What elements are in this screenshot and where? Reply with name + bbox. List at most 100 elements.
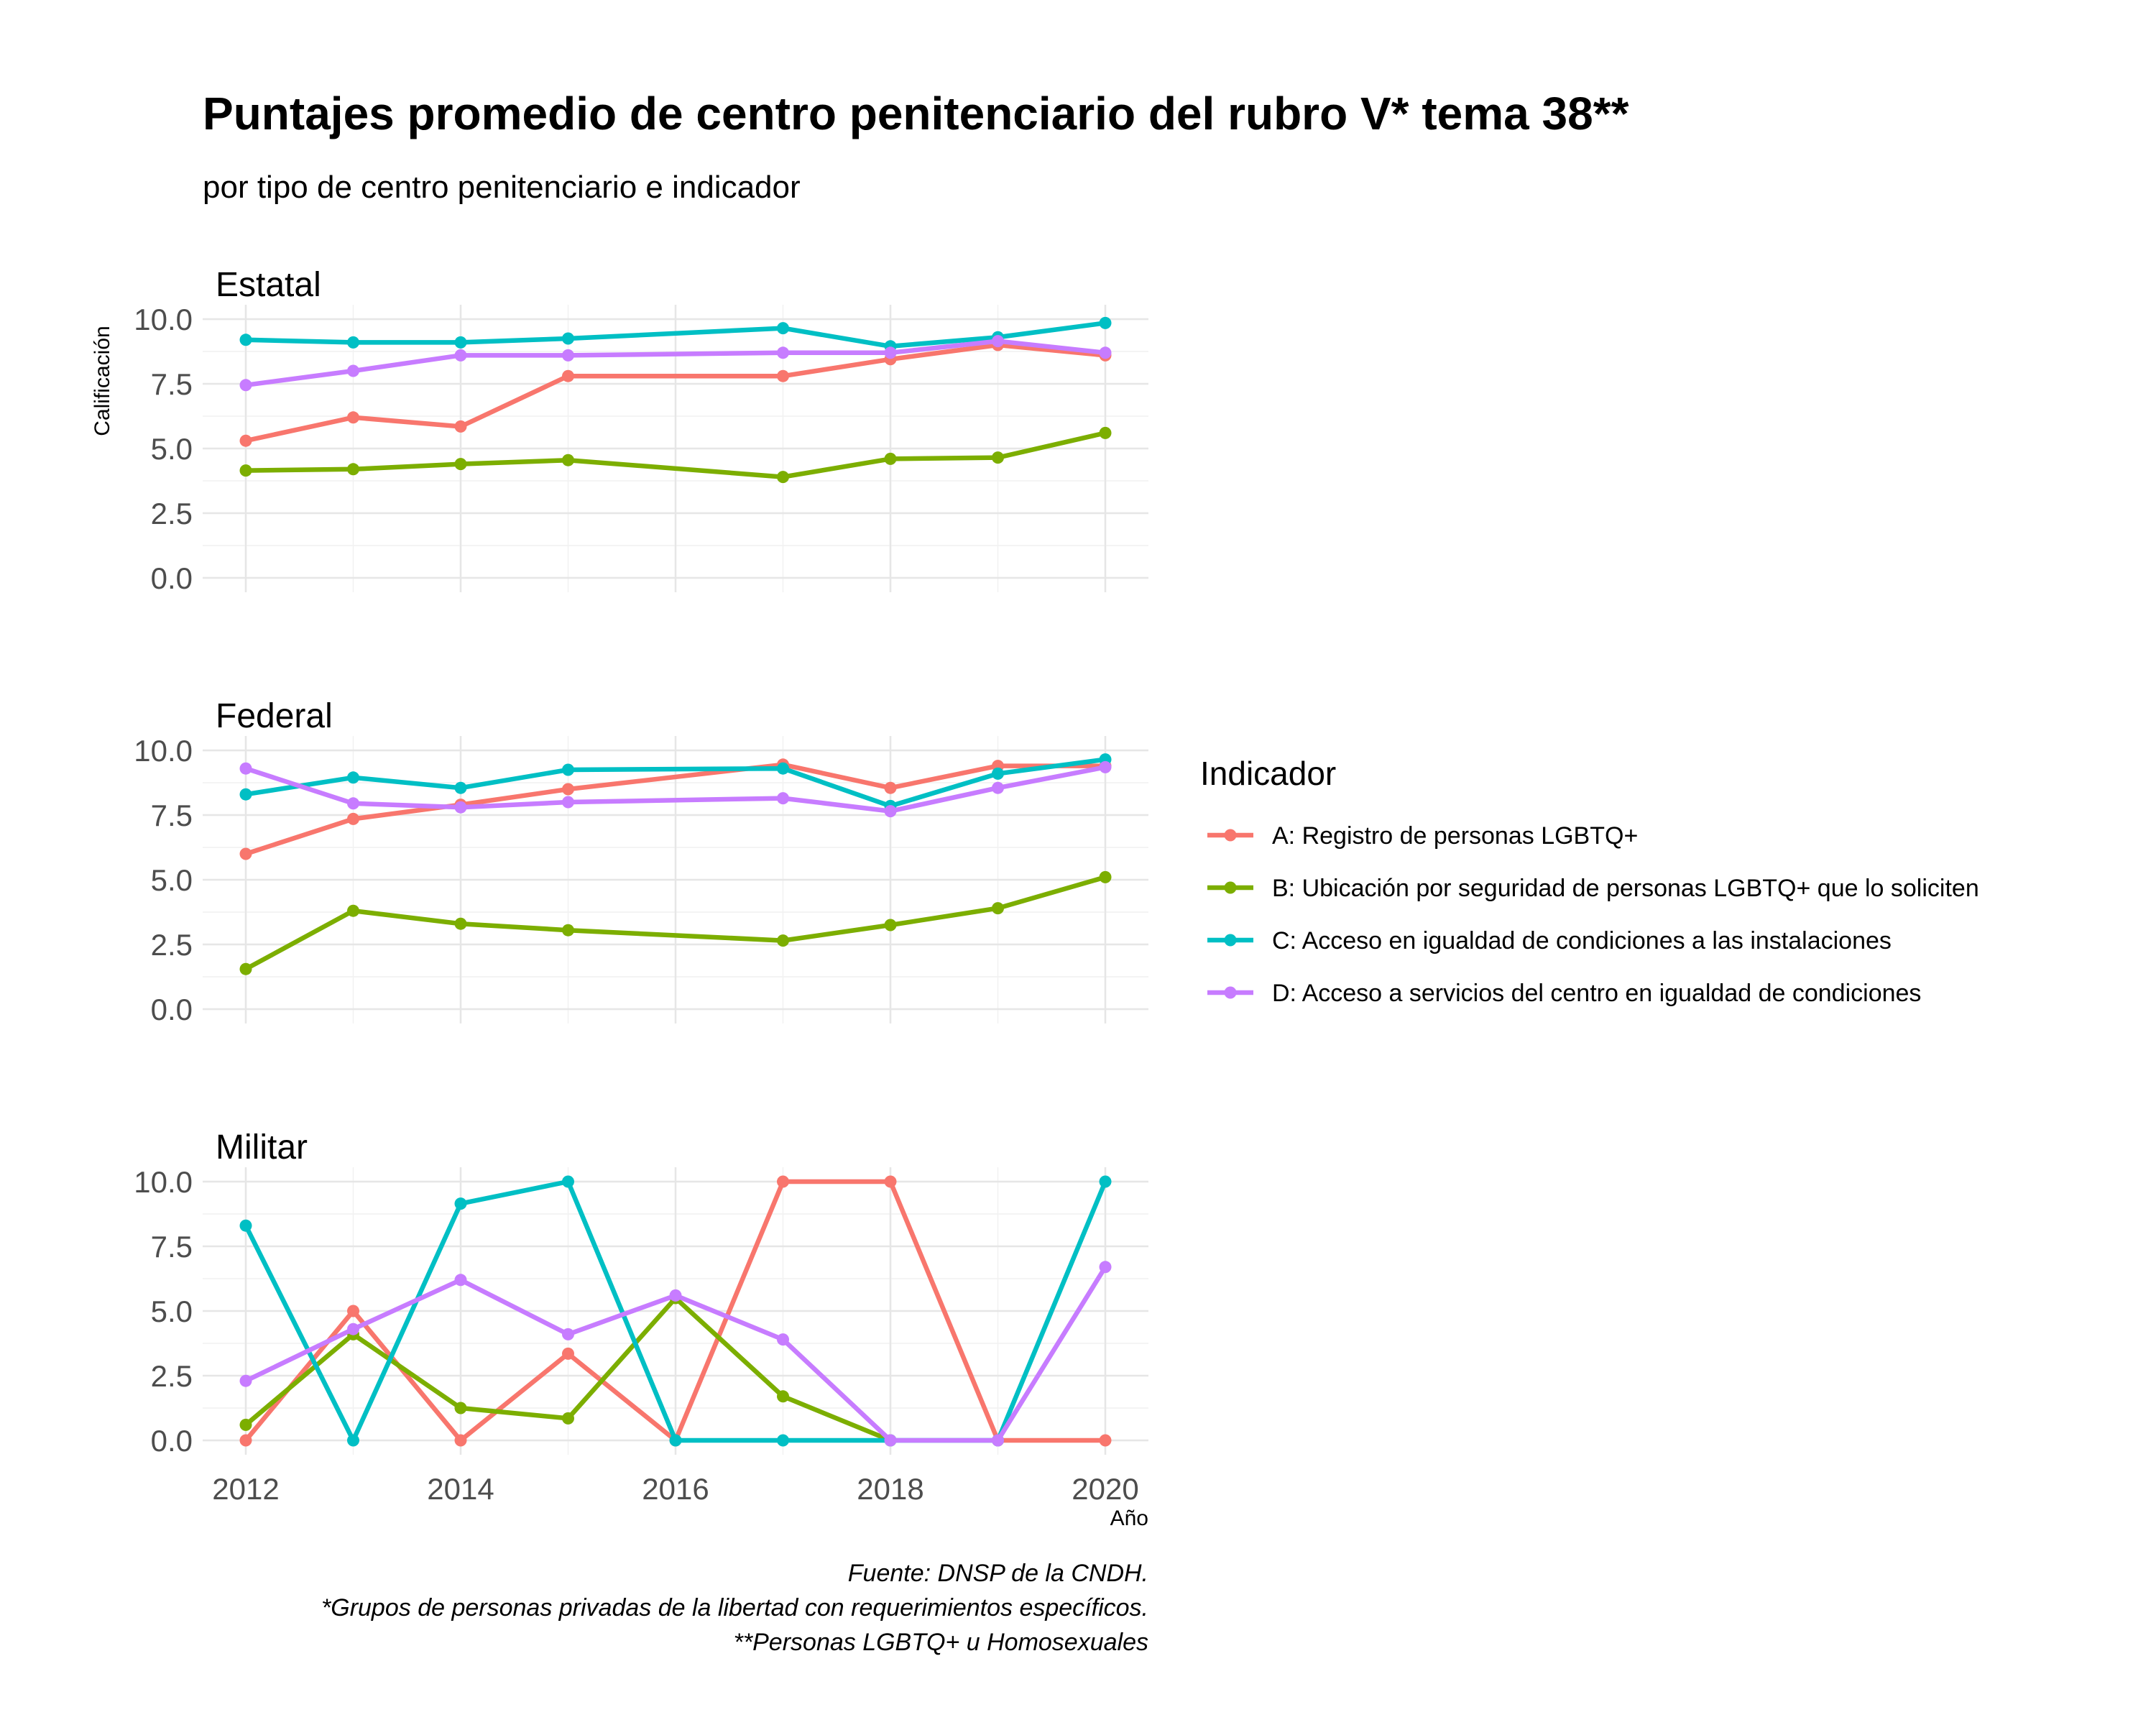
data-point [347, 812, 359, 825]
caption: Fuente: DNSP de la CNDH. *Grupos de pers… [321, 1560, 1148, 1656]
caption-note-1: *Grupos de personas privadas de la liber… [321, 1594, 1148, 1622]
series-D [239, 760, 1112, 818]
data-point [992, 451, 1004, 464]
legend-marker [1224, 934, 1237, 947]
series-line [243, 762, 1108, 857]
data-point [454, 1402, 467, 1414]
data-point [347, 797, 359, 810]
x-axis-title: Año [1110, 1506, 1148, 1530]
data-point [562, 1412, 574, 1425]
data-point [454, 1274, 467, 1287]
data-point [562, 369, 574, 382]
data-point [1099, 870, 1112, 883]
data-point [777, 1390, 789, 1403]
y-tick-label: 0.0 [151, 993, 193, 1026]
legend: Indicador A: Registro de personas LGBTQ+… [1200, 755, 1979, 1007]
legend-items: A: Registro de personas LGBTQ+ B: Ubicaci… [1207, 822, 1979, 1007]
data-point [239, 1418, 252, 1431]
data-point [347, 1305, 359, 1317]
data-point [454, 349, 467, 362]
data-point [454, 917, 467, 930]
series-line [243, 339, 1108, 388]
data-point [454, 1434, 467, 1447]
legend-item-A: A: Registro de personas LGBTQ+ [1207, 822, 1638, 850]
series-line [243, 875, 1108, 972]
data-point [239, 788, 252, 801]
x-tick-label: 2012 [212, 1472, 279, 1506]
data-point [454, 801, 467, 814]
data-point [347, 904, 359, 917]
series-line [243, 342, 1108, 443]
data-point [562, 1347, 574, 1360]
data-point [884, 805, 897, 818]
y-tick-label: 2.5 [151, 1359, 193, 1393]
data-point [884, 1434, 897, 1447]
caption-note-2: **Personas LGBTQ+ u Homosexuales [734, 1629, 1148, 1656]
y-axis-title: Calificación [91, 326, 114, 436]
data-point [562, 783, 574, 796]
series-B [239, 426, 1112, 484]
data-point [347, 411, 359, 424]
data-point [992, 1434, 1004, 1447]
panel-title: Estatal [216, 266, 321, 304]
data-point [562, 1175, 574, 1188]
data-point [562, 454, 574, 466]
y-tick-label: 2.5 [151, 928, 193, 962]
caption-source: Fuente: DNSP de la CNDH. [848, 1560, 1148, 1587]
data-point [777, 471, 789, 484]
data-point [239, 334, 252, 346]
data-point [1099, 346, 1112, 359]
series-D [239, 335, 1112, 392]
y-tick-label: 2.5 [151, 497, 193, 530]
data-point [454, 1197, 467, 1210]
y-tick-label: 7.5 [151, 367, 193, 401]
data-point [347, 336, 359, 349]
data-point [454, 420, 467, 433]
legend-label: B: Ubicación por seguridad de personas L… [1272, 875, 1979, 902]
data-point [454, 458, 467, 471]
chart-subtitle: por tipo de centro penitenciario e indic… [203, 170, 801, 205]
legend-label: D: Acceso a servicios del centro en igua… [1272, 980, 1921, 1007]
data-point [562, 924, 574, 937]
x-tick-label: 2014 [427, 1472, 494, 1506]
legend-label: A: Registro de personas LGBTQ+ [1272, 822, 1638, 850]
data-point [562, 763, 574, 776]
data-point [562, 796, 574, 809]
legend-item-C: C: Acceso en igualdad de condiciones a l… [1207, 927, 1892, 954]
y-tick-label: 0.0 [151, 561, 193, 595]
data-point [347, 1434, 359, 1447]
data-point [1099, 1175, 1112, 1188]
data-point [347, 364, 359, 377]
data-point [884, 346, 897, 359]
legend-title: Indicador [1200, 755, 1336, 792]
legend-marker [1224, 986, 1237, 999]
y-tick-label: 5.0 [151, 1294, 193, 1328]
panel-title: Federal [216, 697, 333, 735]
data-point [347, 463, 359, 476]
data-point [992, 335, 1004, 348]
data-point [239, 1219, 252, 1232]
data-point [562, 349, 574, 362]
legend-marker [1224, 829, 1237, 842]
data-point [239, 434, 252, 447]
x-tick-label: 2018 [857, 1472, 923, 1506]
data-point [884, 452, 897, 465]
x-tick-label: 2016 [642, 1472, 709, 1506]
y-tick-label: 10.0 [134, 1165, 193, 1199]
data-point [777, 322, 789, 335]
series-A [239, 758, 1112, 860]
data-point [777, 792, 789, 805]
data-point [239, 464, 252, 477]
data-point [239, 1374, 252, 1387]
data-point [347, 771, 359, 784]
series-D [239, 1261, 1112, 1447]
series-line [243, 765, 1108, 814]
data-point [777, 762, 789, 775]
data-point [562, 332, 574, 345]
data-point [777, 1434, 789, 1447]
y-tick-label: 0.0 [151, 1424, 193, 1458]
data-point [777, 934, 789, 947]
legend-item-D: D: Acceso a servicios del centro en igua… [1207, 980, 1921, 1007]
x-tick-label: 2020 [1072, 1472, 1138, 1506]
